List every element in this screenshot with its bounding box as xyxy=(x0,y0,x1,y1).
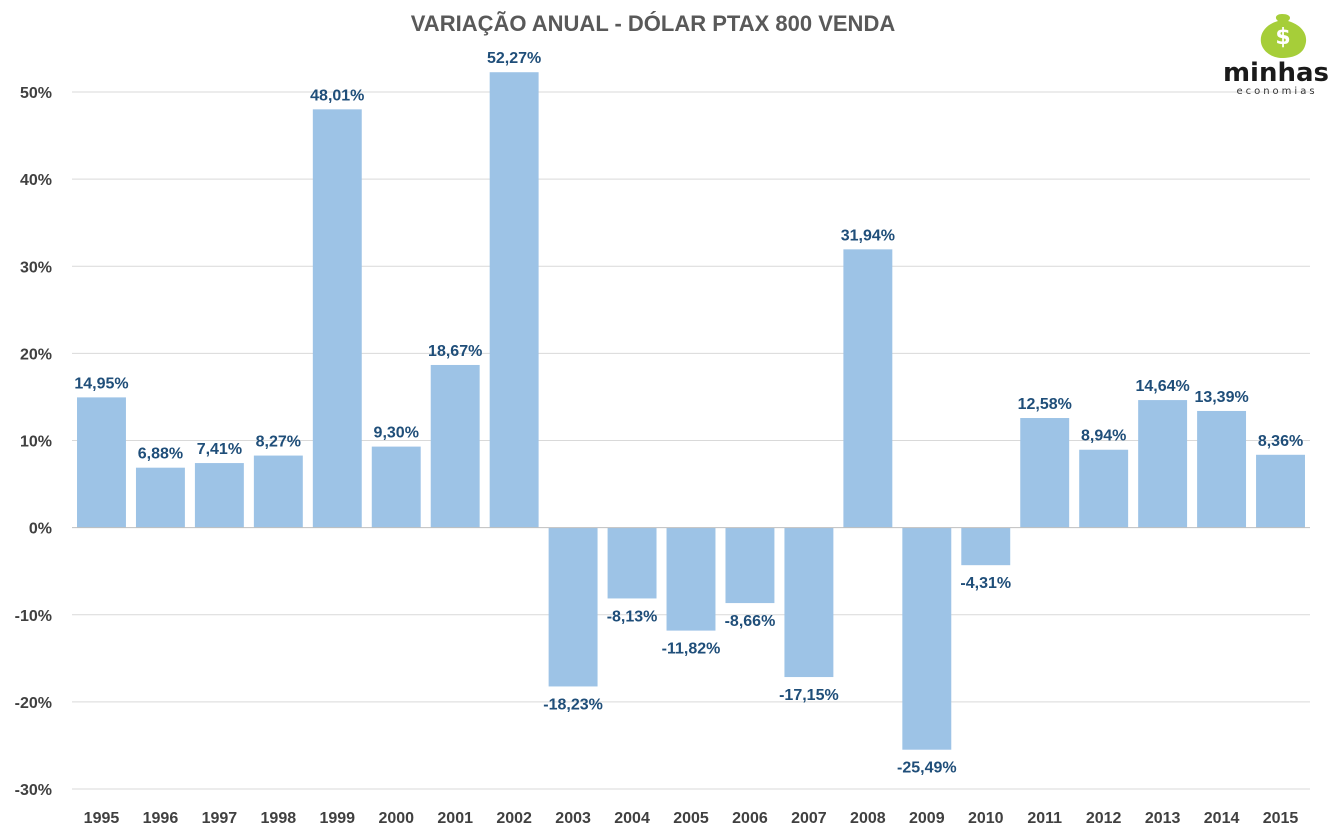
data-label-2008: 31,94% xyxy=(841,227,895,244)
bar-1998 xyxy=(253,455,303,528)
logo-dollar-symbol: $ xyxy=(1275,25,1290,50)
data-label-2003: -18,23% xyxy=(543,696,603,713)
data-label-2006: -8,66% xyxy=(725,613,776,630)
x-tick-label-2000: 2000 xyxy=(378,810,414,827)
logo-subtitle: economias xyxy=(1236,86,1317,97)
y-tick-label: -30% xyxy=(15,782,52,799)
data-label-1995: 14,95% xyxy=(74,375,128,392)
x-tick-label-2003: 2003 xyxy=(555,810,591,827)
x-tick-label-1998: 1998 xyxy=(261,810,297,827)
bar-1996 xyxy=(135,467,185,528)
x-tick-label-1996: 1996 xyxy=(143,810,179,827)
x-tick-label-1997: 1997 xyxy=(202,810,238,827)
y-tick-label: 50% xyxy=(20,85,52,102)
data-label-1999: 48,01% xyxy=(310,87,364,104)
bar-2000 xyxy=(371,446,421,528)
y-tick-label: -20% xyxy=(15,695,52,712)
x-tick-label-2010: 2010 xyxy=(968,810,1004,827)
bar-2011 xyxy=(1020,418,1070,528)
data-label-2009: -25,49% xyxy=(897,760,957,777)
x-tick-label-1995: 1995 xyxy=(84,810,120,827)
x-tick-label-2001: 2001 xyxy=(437,810,473,827)
bar-2015 xyxy=(1256,454,1305,528)
x-tick-label-2014: 2014 xyxy=(1204,810,1240,827)
bar-2001 xyxy=(430,364,480,528)
x-tick-label-2007: 2007 xyxy=(791,810,827,827)
data-label-2012: 8,94% xyxy=(1081,428,1126,445)
y-axis: 50% 40% 30% 20% 10% 0% -10% -20% -30% xyxy=(15,85,52,799)
y-tick-label: 30% xyxy=(20,259,52,276)
data-label-2010: -4,31% xyxy=(960,575,1011,592)
data-label-2015: 8,36% xyxy=(1258,433,1303,450)
data-label-2005: -11,82% xyxy=(662,641,721,658)
data-label-2002: 52,27% xyxy=(487,50,541,67)
x-axis: 1995 1996 1997 1998 1999 2000 2001 2002 2003 2004… xyxy=(84,810,1299,827)
data-label-2011: 12,58% xyxy=(1018,396,1072,413)
data-label-2014: 13,39% xyxy=(1194,389,1248,406)
x-tick-label-2005: 2005 xyxy=(673,810,709,827)
x-tick-label-2002: 2002 xyxy=(496,810,532,827)
bar-1995 xyxy=(77,397,126,528)
x-tick-label-2008: 2008 xyxy=(850,810,886,827)
data-label-2001: 18,67% xyxy=(428,343,482,360)
bar-2012 xyxy=(1079,449,1129,528)
bar-1997 xyxy=(194,463,244,528)
bars xyxy=(77,72,1305,750)
bar-1999 xyxy=(312,109,362,528)
x-tick-label-2009: 2009 xyxy=(909,810,945,827)
y-tick-label: 0% xyxy=(29,521,52,538)
data-label-2004: -8,13% xyxy=(607,608,658,625)
x-tick-label-2013: 2013 xyxy=(1145,810,1181,827)
bar-2009 xyxy=(902,527,952,750)
data-label-1996: 6,88% xyxy=(138,446,183,463)
data-label-2000: 9,30% xyxy=(374,425,419,442)
y-tick-label: 10% xyxy=(20,434,52,451)
bar-2008 xyxy=(843,249,893,528)
x-tick-label-2004: 2004 xyxy=(614,810,650,827)
money-bag-icon: $ xyxy=(1260,14,1307,58)
bar-2007 xyxy=(784,527,834,678)
bar-2006 xyxy=(725,527,775,604)
data-label-1998: 8,27% xyxy=(256,434,301,451)
bar-2014 xyxy=(1197,410,1247,528)
data-labels: 14,95% 6,88% 7,41% 8,27% 48,01% 9,30% 18,67% 52… xyxy=(74,50,1303,776)
y-tick-label: 20% xyxy=(20,346,52,363)
y-tick-label: -10% xyxy=(15,608,52,625)
chart-title: VARIAÇÃO ANUAL - DÓLAR PTAX 800 VENDA xyxy=(411,11,896,36)
bar-2010 xyxy=(961,527,1011,566)
data-label-2013: 14,64% xyxy=(1135,378,1189,395)
logo-wordmark: minhas xyxy=(1223,58,1329,88)
bar-2004 xyxy=(607,527,657,599)
brand-logo: $ minhas economias xyxy=(1223,14,1329,97)
bar-2002 xyxy=(489,72,539,528)
x-tick-label-2006: 2006 xyxy=(732,810,768,827)
data-label-1997: 7,41% xyxy=(197,441,242,458)
bar-2003 xyxy=(548,527,598,687)
x-tick-label-2012: 2012 xyxy=(1086,810,1122,827)
bar-2013 xyxy=(1138,400,1188,528)
y-tick-label: 40% xyxy=(20,172,52,189)
x-tick-label-2011: 2011 xyxy=(1027,810,1062,827)
x-tick-label-1999: 1999 xyxy=(319,810,355,827)
data-label-2007: -17,15% xyxy=(779,687,839,704)
x-tick-label-2015: 2015 xyxy=(1263,810,1299,827)
bar-2005 xyxy=(666,527,716,631)
